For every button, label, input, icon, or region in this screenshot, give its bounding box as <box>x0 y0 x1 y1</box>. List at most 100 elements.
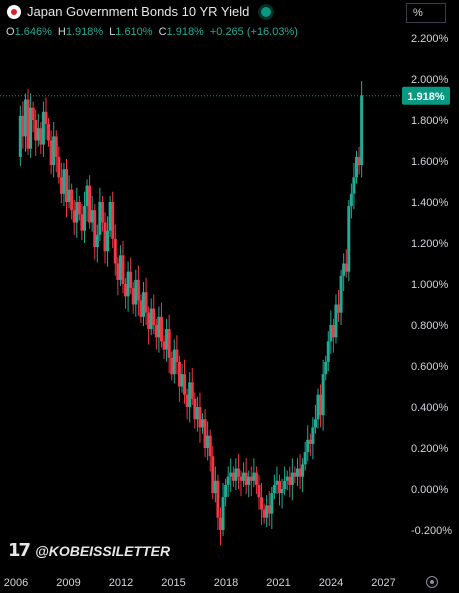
candle-body <box>111 202 115 239</box>
candle-body <box>211 456 215 494</box>
settings-gear-icon[interactable] <box>426 576 438 588</box>
candle-body <box>118 255 122 280</box>
candle-body <box>152 308 156 325</box>
candle-body <box>285 476 289 481</box>
low-label: L <box>109 26 116 38</box>
low-value: 1.610% <box>115 26 153 38</box>
candle-body <box>201 419 205 428</box>
candle-body <box>234 468 238 481</box>
candle-body <box>52 136 56 166</box>
candle-body <box>29 107 33 149</box>
candle-body <box>344 263 348 272</box>
candle-body <box>221 497 225 530</box>
candle-body <box>172 349 176 375</box>
percent-scale-button[interactable]: % <box>406 3 446 23</box>
candle-body <box>316 394 320 420</box>
candle-body <box>311 427 315 444</box>
candle-body <box>324 361 328 375</box>
y-tick-label: 0.000% <box>411 484 449 496</box>
candle-body <box>242 472 246 481</box>
x-tick-label: 2027 <box>371 577 395 589</box>
candle-body <box>177 361 181 387</box>
candle-body <box>249 476 253 481</box>
candle-body <box>226 476 230 485</box>
candle-body <box>265 505 269 518</box>
candle-body <box>360 95 364 166</box>
x-tick-label: 2015 <box>161 577 185 589</box>
candle-body <box>231 472 235 481</box>
candle-body <box>195 407 199 420</box>
candle-body <box>139 300 143 317</box>
candle-body <box>136 279 140 301</box>
candle-body <box>254 472 258 485</box>
x-tick-label: 2024 <box>319 577 343 589</box>
candle-body <box>170 357 174 375</box>
candle-body <box>116 263 120 280</box>
candle-body <box>180 374 184 387</box>
candle-body <box>100 202 104 223</box>
x-tick-label: 2012 <box>109 577 133 589</box>
candle-body <box>188 382 192 407</box>
candle-body <box>339 275 343 313</box>
candle-body <box>342 263 346 276</box>
candle-body <box>337 304 341 313</box>
candle-body <box>303 452 307 465</box>
candle-body <box>41 111 45 145</box>
candle-body <box>236 468 240 477</box>
change-value: +0.265 (+16.03%) <box>209 26 298 38</box>
candle-body <box>319 394 323 416</box>
candle-body <box>80 214 84 231</box>
candle-body <box>65 169 69 202</box>
x-tick-label: 2006 <box>4 577 28 589</box>
candle-body <box>113 238 117 264</box>
candle-body <box>185 394 189 407</box>
candle-body <box>129 271 133 289</box>
candle-body <box>103 222 107 252</box>
candle-body <box>90 210 94 223</box>
candle-body <box>26 99 30 149</box>
candle-body <box>126 271 130 297</box>
y-tick-label: -0.200% <box>411 525 452 537</box>
candle-body <box>295 468 299 477</box>
candle-body <box>206 435 210 448</box>
candle-body <box>239 476 243 481</box>
chart-title: Japan Government Bonds 10 YR Yield <box>27 4 250 19</box>
candle-body <box>70 189 74 211</box>
candle-body <box>224 484 228 498</box>
candle-body <box>260 497 264 510</box>
y-tick-label: 2.000% <box>411 74 449 86</box>
watermark: 17 @KOBEISSILETTER <box>8 540 170 561</box>
last-price-label: 1.918% <box>407 91 445 103</box>
candle-body <box>44 111 48 125</box>
candle-body <box>159 316 163 342</box>
candle-body <box>216 480 220 518</box>
candle-body <box>175 349 179 362</box>
chart-header: Japan Government Bonds 10 YR Yield <box>7 4 272 19</box>
candle-body <box>326 341 330 362</box>
y-tick-label: 0.200% <box>411 443 449 455</box>
y-tick-label: 1.600% <box>411 156 449 168</box>
candle-body <box>106 230 110 252</box>
candle-body <box>257 484 261 498</box>
candle-body <box>88 185 92 223</box>
y-tick-label: 2.200% <box>411 33 449 45</box>
candle-body <box>198 407 202 428</box>
candle-body <box>49 140 53 166</box>
candle-body <box>272 484 276 494</box>
candle-body <box>229 472 233 477</box>
candle-body <box>306 439 310 453</box>
candle-body <box>124 284 128 297</box>
candle-body <box>62 169 66 194</box>
candle-body <box>280 489 284 494</box>
y-tick-label: 0.400% <box>411 402 449 414</box>
candle-body <box>357 156 361 166</box>
candle-body <box>47 124 51 141</box>
close-label: C <box>158 26 167 38</box>
candle-body <box>162 341 166 350</box>
candle-body <box>57 156 61 178</box>
high-label: H <box>57 26 66 38</box>
candle-body <box>283 480 287 489</box>
candle-body <box>218 517 222 530</box>
candle-body <box>121 255 125 284</box>
